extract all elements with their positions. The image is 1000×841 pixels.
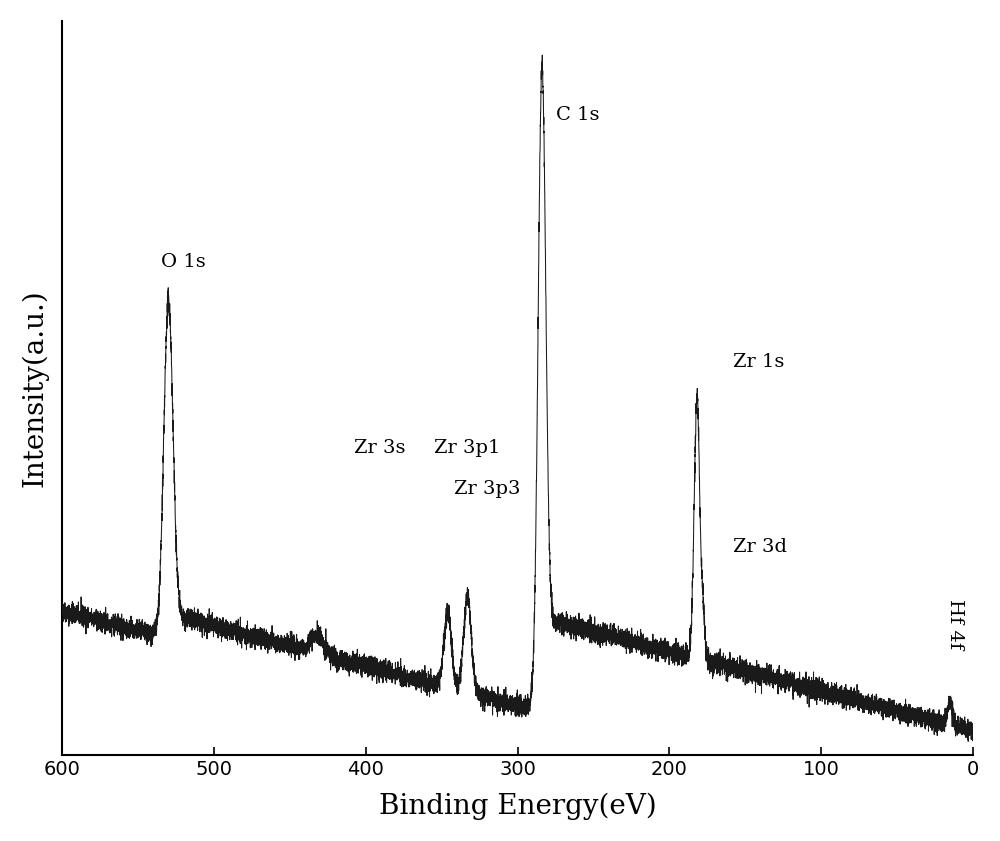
Text: C 1s: C 1s (556, 106, 599, 124)
Text: Zr 3p3: Zr 3p3 (454, 479, 520, 498)
Text: Zr 1s: Zr 1s (733, 352, 785, 371)
Text: O 1s: O 1s (161, 253, 206, 272)
Text: Hf 4f: Hf 4f (946, 599, 964, 648)
Y-axis label: Intensity(a.u.): Intensity(a.u.) (21, 289, 48, 487)
Text: Zr 3d: Zr 3d (733, 538, 787, 556)
Text: Zr 3p1: Zr 3p1 (434, 438, 500, 457)
Text: Zr 3s: Zr 3s (354, 438, 405, 457)
X-axis label: Binding Energy(eV): Binding Energy(eV) (379, 793, 656, 820)
